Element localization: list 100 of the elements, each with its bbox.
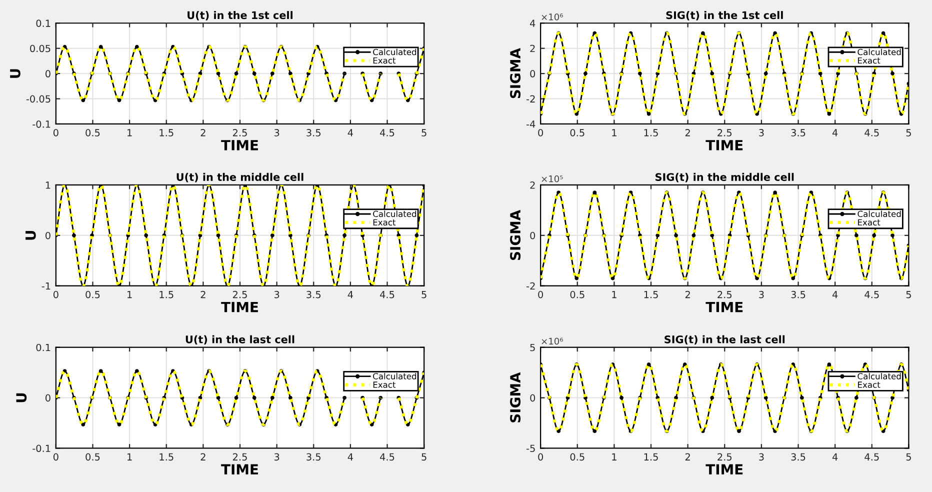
legend-label: Calculated <box>373 372 416 380</box>
x-tick-label: 2 <box>685 453 690 460</box>
chart-title: SIG(t) in the middle cell <box>656 172 794 182</box>
x-tick-label: 1 <box>128 129 132 136</box>
x-tick-label: 3 <box>274 129 280 136</box>
y-tick-label: 0 <box>46 70 50 78</box>
y-tick-label: -2 <box>526 95 535 102</box>
x-tick-label: 4 <box>832 129 838 136</box>
legend-label: Calculated <box>858 48 901 56</box>
x-tick-label: 2 <box>200 453 206 460</box>
y-tick-label: -0.1 <box>32 120 50 128</box>
x-tick-label: 4.5 <box>864 129 879 136</box>
x-tick-label: 4 <box>348 453 353 460</box>
y-axis-title: SIGMA <box>510 372 521 422</box>
x-tick-label: 0 <box>538 290 544 298</box>
legend-label: Exact <box>373 382 396 388</box>
x-tick-label: 4 <box>348 291 353 298</box>
y-tick-label: 0 <box>530 70 536 78</box>
x-tick-label: 4.5 <box>864 291 879 298</box>
y-tick-label: 2 <box>530 44 535 52</box>
x-tick-label: 4.5 <box>380 129 394 136</box>
x-axis-title: TIME <box>706 140 743 150</box>
x-tick-label: 0 <box>53 453 58 461</box>
x-tick-label: 4 <box>832 291 838 298</box>
x-tick-label: 1 <box>128 453 132 460</box>
y-axis-title: U <box>26 231 36 240</box>
x-tick-label: 0.5 <box>86 453 100 461</box>
x-tick-label: 4.5 <box>380 291 394 298</box>
x-tick-label: 5 <box>422 129 426 136</box>
y-axis-title: U <box>16 393 27 402</box>
x-tick-label: 2 <box>200 290 206 298</box>
y-tick-label: 0.1 <box>36 20 50 27</box>
legend-label: Exact <box>858 382 880 388</box>
x-axis-title: TIME <box>706 464 743 474</box>
legend-label: Exact <box>858 219 880 226</box>
x-tick-label: 5 <box>906 453 911 461</box>
legend-label: Exact <box>373 57 396 64</box>
x-tick-label: 4.5 <box>380 453 394 461</box>
chart-title: U(t) in the middle cell <box>176 172 304 182</box>
legend-label: Calculated <box>858 372 901 380</box>
x-tick-label: 5 <box>906 291 911 298</box>
chart-title: SIG(t) in the last cell <box>664 335 785 345</box>
y-axis-title: SIGMA <box>510 210 521 260</box>
y-axis-title: U <box>10 69 20 78</box>
y-tick-label: 0 <box>530 394 536 402</box>
x-tick-label: 3 <box>274 290 280 298</box>
legend-label: Exact <box>373 219 396 226</box>
x-tick-label: 1.5 <box>160 129 174 136</box>
x-tick-label: 3.5 <box>791 129 806 136</box>
x-tick-label: 0 <box>538 129 544 136</box>
x-tick-label: 1.5 <box>644 129 658 136</box>
x-tick-label: 1.5 <box>160 453 174 461</box>
y-tick-label: 1 <box>46 182 50 189</box>
x-tick-label: 4.5 <box>864 453 879 461</box>
x-axis-title: TIME <box>706 302 743 312</box>
x-tick-label: 0 <box>53 290 58 298</box>
y-tick-label: -0.05 <box>26 95 50 103</box>
x-tick-label: 3.5 <box>791 290 806 298</box>
y-tick-label: -5 <box>526 444 535 452</box>
x-tick-label: 2 <box>685 290 690 298</box>
text: ×10⁶ <box>542 338 563 345</box>
x-tick-label: 3 <box>759 453 764 461</box>
x-tick-label: 3.5 <box>306 129 320 136</box>
x-tick-label: 2.5 <box>232 453 247 461</box>
x-tick-label: 1.5 <box>160 291 174 298</box>
x-tick-label: 0.5 <box>86 129 100 136</box>
x-tick-label: 4 <box>832 453 838 460</box>
x-tick-label: 2.5 <box>718 290 732 298</box>
x-tick-label: 1.5 <box>644 453 658 461</box>
y-tick-label: 0.05 <box>30 44 50 52</box>
x-tick-label: 5 <box>422 291 426 298</box>
x-tick-label: 3 <box>759 129 764 136</box>
y-tick-label: 5 <box>530 344 535 352</box>
y-tick-label: 0 <box>46 394 50 402</box>
y-tick-label: -2 <box>526 282 535 290</box>
x-tick-label: 0.5 <box>570 453 584 461</box>
x-tick-label: 5 <box>906 129 911 136</box>
chart-title: U(t) in the last cell <box>186 335 294 345</box>
y-tick-label: -4 <box>526 120 536 128</box>
x-tick-label: 0.5 <box>570 290 584 298</box>
legend-label: Exact <box>858 57 880 64</box>
y-axis-title: SIGMA <box>510 48 521 98</box>
x-tick-label: 0 <box>538 453 544 461</box>
x-tick-label: 2.5 <box>232 290 247 298</box>
x-tick-label: 1 <box>128 291 132 298</box>
x-tick-label: 2.5 <box>232 129 247 136</box>
x-axis-title: TIME <box>221 140 258 150</box>
legend-label: Calculated <box>858 210 901 218</box>
x-tick-label: 2.5 <box>718 129 732 136</box>
x-tick-label: 2 <box>685 129 690 136</box>
x-tick-label: 1.5 <box>644 291 658 298</box>
x-tick-label: 4 <box>348 129 353 136</box>
y-tick-label: 0 <box>530 232 536 240</box>
y-tick-label: 0.1 <box>36 344 50 352</box>
x-tick-label: 0 <box>53 129 58 136</box>
x-axis-title: TIME <box>221 302 258 312</box>
text: ×10⁵ <box>542 175 563 182</box>
x-tick-label: 5 <box>422 453 426 461</box>
x-tick-label: 2 <box>200 129 206 136</box>
y-tick-label: 4 <box>530 20 536 27</box>
